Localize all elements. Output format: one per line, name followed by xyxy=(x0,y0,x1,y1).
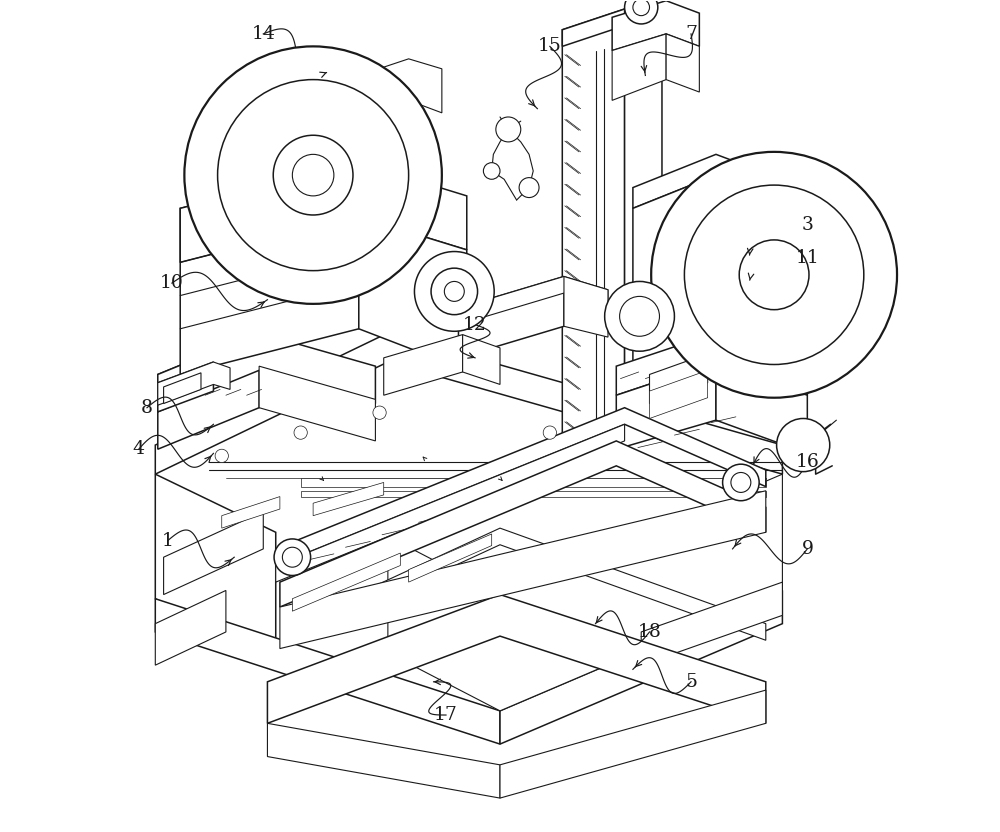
Polygon shape xyxy=(384,334,463,395)
Circle shape xyxy=(373,406,386,419)
Polygon shape xyxy=(562,9,662,47)
Circle shape xyxy=(292,155,334,196)
Polygon shape xyxy=(158,333,259,449)
Polygon shape xyxy=(458,276,608,324)
Circle shape xyxy=(684,185,864,364)
Polygon shape xyxy=(359,216,467,370)
Polygon shape xyxy=(641,582,782,665)
Polygon shape xyxy=(564,276,608,337)
Polygon shape xyxy=(158,333,375,412)
Text: 4: 4 xyxy=(133,440,145,458)
Circle shape xyxy=(274,539,311,576)
Text: 5: 5 xyxy=(685,673,697,691)
Circle shape xyxy=(496,117,521,142)
Text: 7: 7 xyxy=(685,25,697,43)
Polygon shape xyxy=(346,59,442,124)
Polygon shape xyxy=(633,155,782,208)
Polygon shape xyxy=(292,553,400,612)
Circle shape xyxy=(414,251,494,331)
Circle shape xyxy=(215,449,228,463)
Circle shape xyxy=(723,464,759,501)
Polygon shape xyxy=(388,474,782,711)
Polygon shape xyxy=(650,354,708,404)
Polygon shape xyxy=(155,591,226,665)
Circle shape xyxy=(519,177,539,197)
Polygon shape xyxy=(716,362,807,453)
Circle shape xyxy=(184,47,442,304)
Polygon shape xyxy=(716,175,782,364)
Text: 3: 3 xyxy=(801,216,813,234)
Circle shape xyxy=(633,0,650,16)
Polygon shape xyxy=(267,723,500,798)
Polygon shape xyxy=(409,534,492,582)
Polygon shape xyxy=(213,142,367,204)
Polygon shape xyxy=(562,9,625,441)
Circle shape xyxy=(218,80,409,270)
Circle shape xyxy=(620,296,659,336)
Circle shape xyxy=(625,0,658,24)
Circle shape xyxy=(282,547,302,567)
Polygon shape xyxy=(164,373,201,404)
Polygon shape xyxy=(276,424,625,582)
Polygon shape xyxy=(612,34,666,101)
Polygon shape xyxy=(164,512,263,595)
Polygon shape xyxy=(259,366,375,441)
Polygon shape xyxy=(158,362,230,405)
Polygon shape xyxy=(301,491,766,498)
Polygon shape xyxy=(500,690,766,798)
Circle shape xyxy=(431,268,478,314)
Circle shape xyxy=(483,163,500,179)
Polygon shape xyxy=(625,9,662,441)
Text: 17: 17 xyxy=(434,706,458,724)
Circle shape xyxy=(543,426,556,439)
Circle shape xyxy=(273,136,353,215)
Text: 11: 11 xyxy=(795,249,819,267)
Text: 14: 14 xyxy=(251,25,275,43)
Polygon shape xyxy=(612,1,699,51)
Circle shape xyxy=(651,152,897,398)
Polygon shape xyxy=(158,362,213,412)
Text: 15: 15 xyxy=(538,37,562,56)
Circle shape xyxy=(777,418,830,472)
Polygon shape xyxy=(155,333,782,474)
Text: 9: 9 xyxy=(801,540,813,558)
Polygon shape xyxy=(180,163,467,262)
Text: 18: 18 xyxy=(638,623,661,641)
Polygon shape xyxy=(616,333,807,395)
Polygon shape xyxy=(650,370,708,418)
Circle shape xyxy=(731,473,751,493)
Polygon shape xyxy=(284,528,766,645)
Text: 12: 12 xyxy=(463,315,487,334)
Text: 16: 16 xyxy=(795,453,819,471)
Polygon shape xyxy=(616,362,716,449)
Polygon shape xyxy=(633,175,716,366)
Circle shape xyxy=(739,240,809,310)
Polygon shape xyxy=(666,34,699,92)
Polygon shape xyxy=(500,591,782,744)
Polygon shape xyxy=(155,474,276,657)
Polygon shape xyxy=(276,408,766,566)
Polygon shape xyxy=(280,491,766,649)
Text: 1: 1 xyxy=(162,532,174,550)
Polygon shape xyxy=(267,595,766,723)
Polygon shape xyxy=(180,163,359,374)
Polygon shape xyxy=(326,76,346,124)
Circle shape xyxy=(444,281,464,301)
Polygon shape xyxy=(222,497,280,528)
Circle shape xyxy=(605,281,674,351)
Polygon shape xyxy=(155,599,500,744)
Text: 8: 8 xyxy=(141,399,153,417)
Circle shape xyxy=(294,426,307,439)
Polygon shape xyxy=(301,478,766,487)
Polygon shape xyxy=(313,483,384,516)
Polygon shape xyxy=(458,276,564,358)
Text: 10: 10 xyxy=(160,274,184,292)
Polygon shape xyxy=(280,441,766,607)
Polygon shape xyxy=(463,334,500,384)
